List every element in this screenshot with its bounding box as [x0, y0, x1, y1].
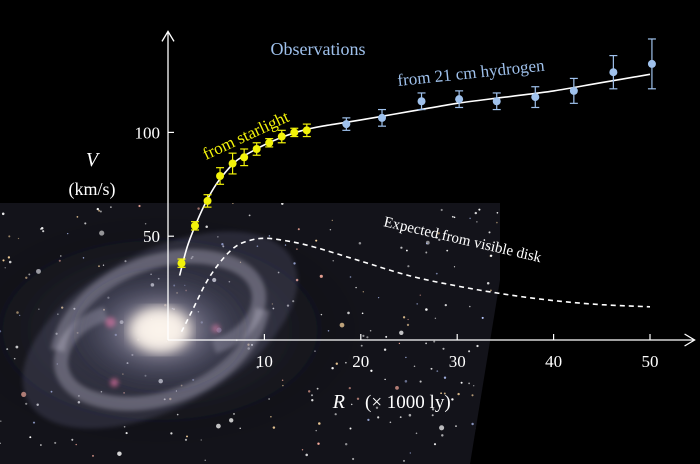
- data-point: [302, 126, 311, 135]
- data-point: [177, 259, 186, 268]
- data-point: [531, 93, 540, 102]
- expected-curve: [180, 237, 651, 333]
- data-point: [277, 132, 286, 141]
- x-tick-label: 50: [642, 352, 659, 371]
- x-axis-arrow: [684, 333, 696, 347]
- series-starlight: [177, 123, 311, 268]
- x-axis-label-variable: R: [332, 391, 345, 413]
- data-point: [378, 113, 387, 122]
- x-tick-label: 40: [545, 352, 562, 371]
- y-axis-arrow: [161, 30, 175, 42]
- y-axis-label-variable: V: [86, 149, 101, 171]
- x-tick-label: 30: [449, 352, 466, 371]
- data-point: [240, 153, 249, 162]
- data-point: [228, 159, 237, 168]
- data-point: [609, 68, 618, 77]
- data-point: [290, 128, 299, 137]
- x-tick-label: 10: [256, 352, 273, 371]
- data-point: [203, 196, 212, 205]
- series-hydrogen: [342, 38, 656, 131]
- data-point: [417, 97, 426, 106]
- y-tick-label: 100: [135, 123, 161, 142]
- data-point: [190, 221, 199, 230]
- data-point: [492, 97, 501, 106]
- data-point: [647, 59, 656, 68]
- data-point: [569, 86, 578, 95]
- axes: 10 20 30 40 50 50 100: [135, 30, 696, 371]
- data-point: [216, 171, 225, 180]
- chart-title: Observations: [271, 39, 366, 59]
- galaxy-photo: [0, 203, 500, 464]
- series-label-hydrogen: from 21 cm hydrogen: [396, 56, 545, 90]
- data-point: [342, 120, 351, 129]
- x-tick-label: 20: [352, 352, 369, 371]
- y-tick-label: 50: [143, 227, 160, 246]
- y-axis-label-unit: (km/s): [69, 179, 116, 200]
- x-axis-label-unit: (× 1000 ly): [365, 392, 451, 413]
- data-point: [252, 145, 261, 154]
- data-point: [265, 138, 274, 147]
- data-point: [455, 95, 464, 104]
